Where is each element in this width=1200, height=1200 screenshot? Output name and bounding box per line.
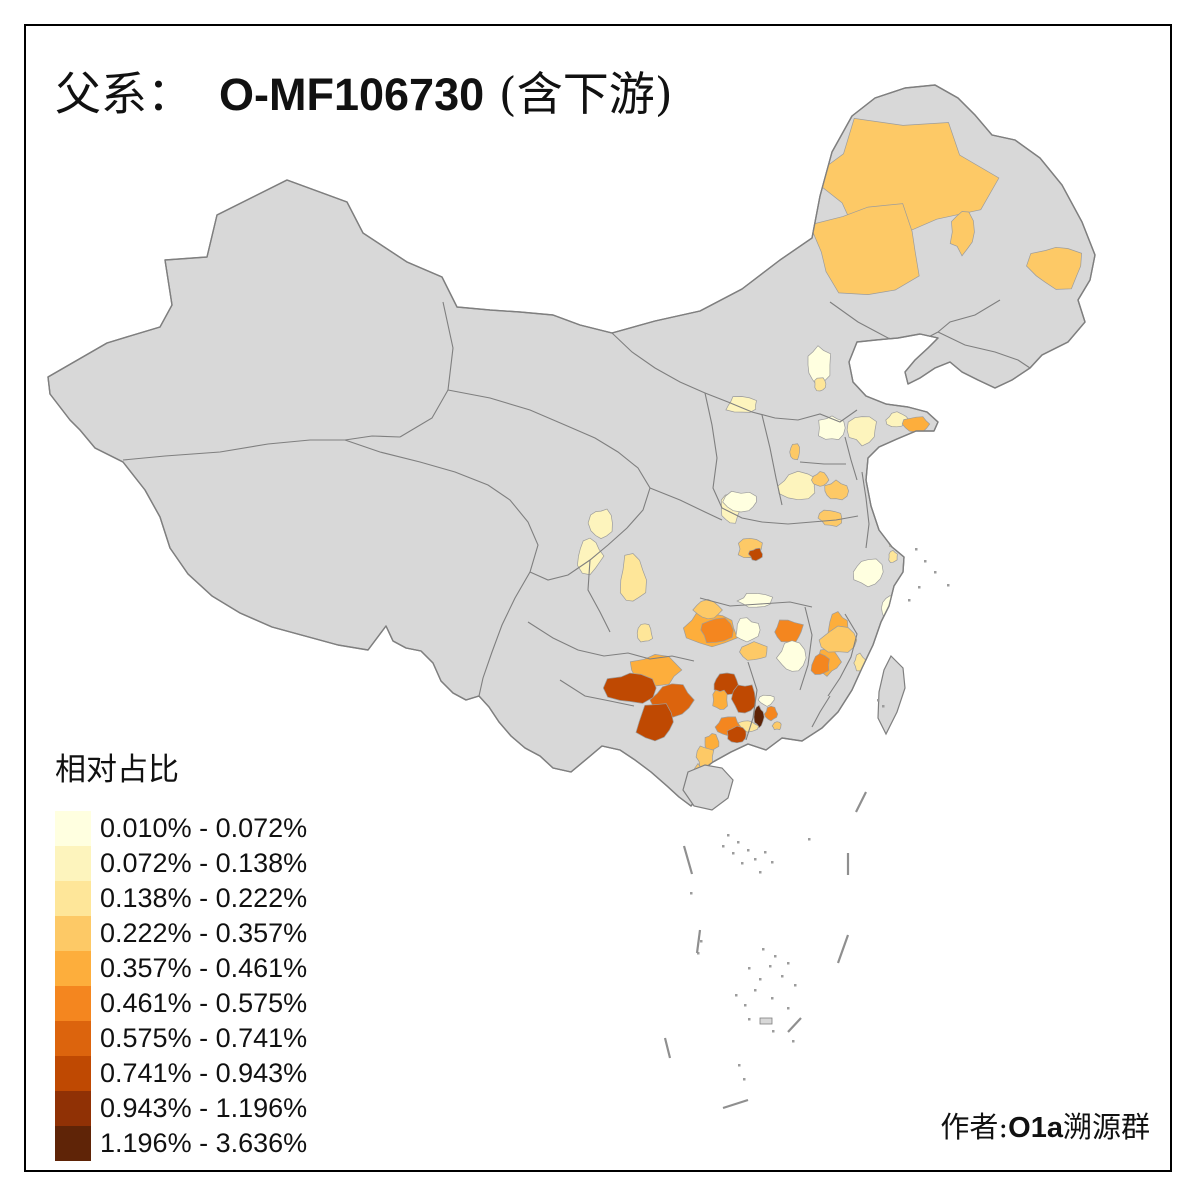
prefecture-region (704, 733, 720, 751)
legend-row: 0.575% - 0.741% (55, 1021, 307, 1056)
legend-swatch (55, 1126, 91, 1161)
prefecture-region (824, 479, 849, 501)
attribution: 作者:O1a溯源群 (940, 1104, 1150, 1146)
title-prefix: 父系： (55, 67, 193, 121)
prefecture-region (763, 705, 779, 722)
prefecture-region (712, 689, 728, 710)
prefecture-region (587, 508, 613, 539)
prefecture-region (771, 721, 782, 731)
legend-label: 0.010% - 0.072% (100, 813, 308, 843)
prefecture-region (722, 490, 757, 513)
prefecture-region (735, 617, 761, 643)
legend-label: 0.575% - 0.741% (100, 1023, 308, 1053)
prefecture-region (747, 547, 763, 562)
legend-title: 相对占比 (55, 752, 179, 787)
prefecture-region (753, 704, 765, 729)
legend-label: 0.943% - 1.196% (100, 1093, 308, 1123)
taiwan-island (877, 654, 906, 736)
prefecture-region (1026, 246, 1082, 290)
page-title: 父系： O-MF106730 (含下游) (55, 58, 673, 124)
legend-row: 0.357% - 0.461% (55, 951, 307, 986)
hainan-island (682, 764, 734, 811)
legend-swatch (55, 1056, 91, 1091)
legend-row: 0.741% - 0.943% (55, 1056, 307, 1091)
prefecture-region (602, 672, 657, 704)
legend-swatch (55, 951, 91, 986)
prefecture-region (814, 377, 827, 392)
prefecture-region (888, 549, 898, 563)
legend-label: 0.461% - 0.575% (100, 988, 308, 1018)
small-island (759, 1017, 773, 1025)
prefecture-region (739, 641, 768, 661)
legend-swatch (55, 846, 91, 881)
nine-dash-line (663, 791, 867, 1110)
legend-label: 0.741% - 0.943% (100, 1058, 308, 1088)
legend-swatch (55, 986, 91, 1021)
legend-label: 0.138% - 0.222% (100, 883, 308, 913)
prefecture-region (725, 396, 757, 413)
legend-row: 0.222% - 0.357% (55, 916, 307, 951)
prefecture-region (577, 537, 605, 576)
legend-swatch (55, 1021, 91, 1056)
south-china-sea-islands (690, 548, 950, 1081)
attribution-suffix: 溯源群 (1062, 1110, 1150, 1144)
legend-label: 1.196% - 3.636% (100, 1128, 308, 1158)
legend-label: 0.072% - 0.138% (100, 848, 308, 878)
legend-row: 1.196% - 3.636% (55, 1126, 307, 1161)
prefecture-region (700, 617, 734, 644)
prefecture-region (852, 558, 884, 588)
legend-label: 0.222% - 0.357% (100, 918, 308, 948)
legend-swatch (55, 881, 91, 916)
legend-swatch (55, 916, 91, 951)
national-border (47, 84, 1096, 807)
prefecture-region (867, 657, 878, 667)
prefecture-region (891, 486, 907, 523)
prefecture-region (949, 211, 975, 257)
prefecture-region (817, 509, 843, 527)
prefecture-region (726, 725, 747, 744)
prefecture-region (810, 653, 830, 675)
prefecture-region (636, 623, 654, 643)
attribution-prefix: 作者: (940, 1110, 1009, 1144)
legend-row: 0.138% - 0.222% (55, 881, 307, 916)
title-suffix: (含下游) (484, 67, 673, 121)
prefecture-region (775, 640, 807, 672)
prefecture-region (619, 553, 647, 602)
title-haplogroup-code: O-MF106730 (219, 69, 485, 120)
legend: 相对占比 0.010% - 0.072% 0.072% - 0.138% 0.138… (55, 744, 307, 1161)
prefecture-region (846, 416, 877, 447)
attribution-code: O1a (1008, 1112, 1063, 1144)
legend-row: 0.010% - 0.072% (55, 811, 307, 846)
islands (682, 654, 906, 1025)
legend-rows: 0.010% - 0.072% 0.072% - 0.138% 0.138% - 0… (55, 811, 307, 1161)
legend-label: 0.357% - 0.461% (100, 953, 308, 983)
prefecture-region (789, 443, 800, 461)
legend-swatch (55, 811, 91, 846)
prefecture-region (635, 703, 674, 742)
colored-regions (577, 118, 1082, 796)
legend-row: 0.943% - 1.196% (55, 1091, 307, 1126)
prefecture-region (757, 694, 775, 707)
prefecture-region (811, 471, 830, 487)
prefecture-region (818, 625, 858, 653)
legend-swatch (55, 1091, 91, 1126)
legend-row: 0.072% - 0.138% (55, 846, 307, 881)
prefecture-region (809, 203, 920, 295)
prefecture-region (731, 684, 756, 714)
legend-row: 0.461% - 0.575% (55, 986, 307, 1021)
prefecture-region (902, 520, 914, 533)
province-borders (122, 299, 1031, 741)
